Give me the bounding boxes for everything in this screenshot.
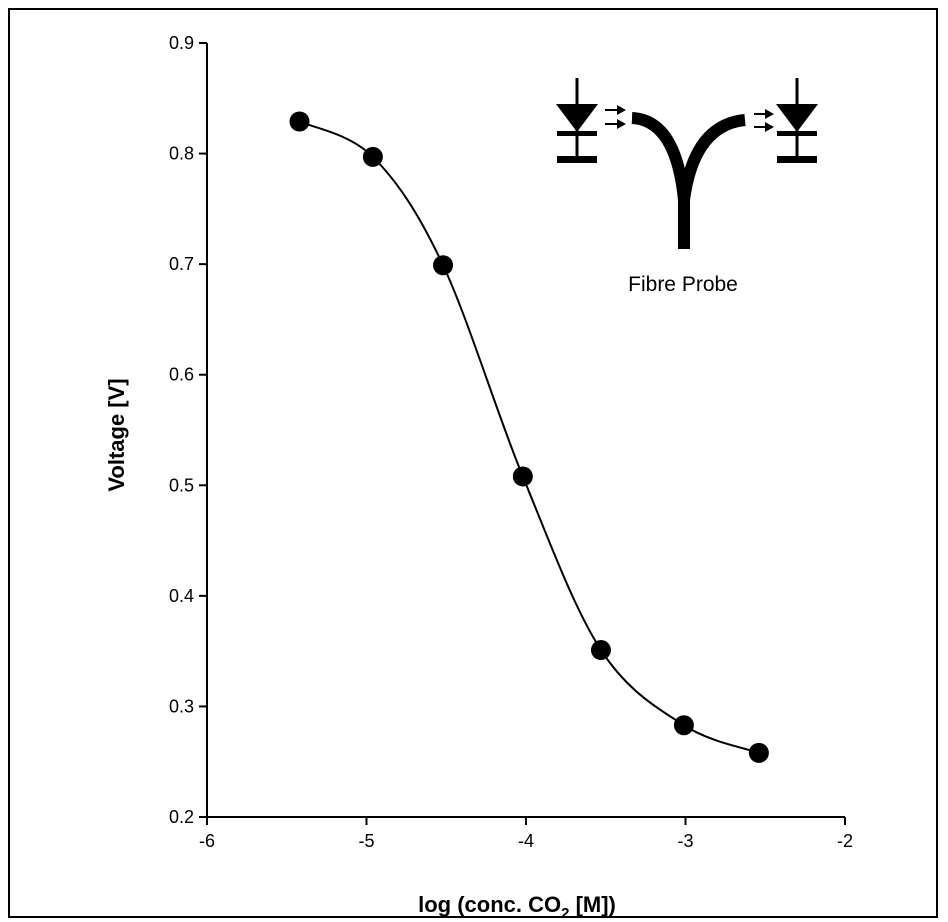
emission-arrows-icon [605, 105, 626, 129]
fibre-probe-schematic: Fibre Probe [556, 78, 818, 296]
x-tick-label: -2 [837, 831, 853, 851]
y-tick-label: 0.7 [169, 254, 194, 274]
data-point [673, 715, 694, 736]
y-tick-label: 0.3 [169, 696, 194, 716]
y-tick-label: 0.4 [169, 586, 194, 606]
x-tick-label: -3 [677, 831, 693, 851]
data-point [748, 742, 769, 763]
inset-label: Fibre Probe [628, 273, 738, 296]
data-point [512, 466, 533, 487]
x-tick-label: -5 [358, 831, 374, 851]
x-tick-label: -6 [199, 831, 215, 851]
data-point [433, 255, 454, 276]
data-point [362, 146, 383, 167]
y-tick-label: 0.9 [169, 33, 194, 53]
points-layer [289, 111, 769, 763]
data-point [289, 111, 310, 132]
y-tick-label: 0.5 [169, 475, 194, 495]
x-tick-label: -4 [518, 831, 534, 851]
y-tick-label: 0.2 [169, 807, 194, 827]
x-axis-title: log (conc. CO2 [M]) [418, 892, 616, 922]
emitter-diode-icon [556, 78, 598, 163]
axes: -6 -5 -4 -3 -2 0.2 0.3 0.4 0.5 0.6 0.7 0.8 0.9 [169, 33, 853, 851]
y-tick-label: 0.6 [169, 365, 194, 385]
fibre-probe-icon [631, 112, 746, 249]
detector-diode-icon [776, 78, 818, 163]
data-point [590, 640, 611, 661]
detector-arrows-icon [754, 109, 774, 132]
y-tick-label: 0.8 [169, 144, 194, 164]
y-axis-title: Voltage [V] [104, 378, 129, 491]
